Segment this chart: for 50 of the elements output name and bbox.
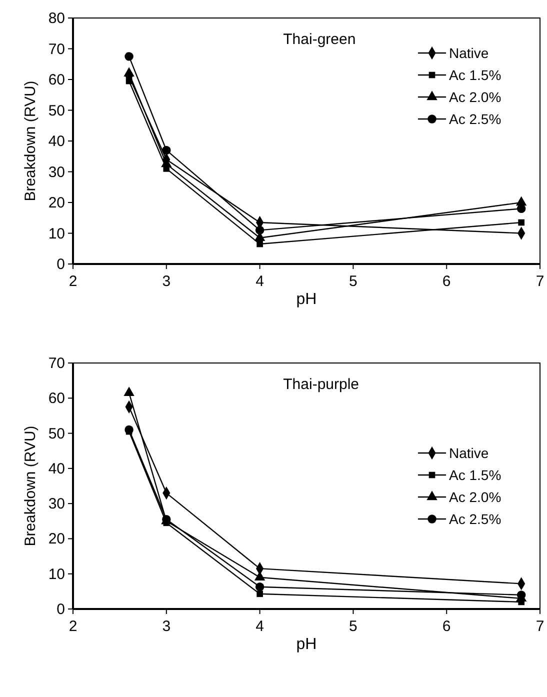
legend-label: Ac 1.5% [449, 67, 502, 83]
legend-label: Ac 2.5% [449, 111, 502, 127]
y-tick-label: 60 [48, 390, 65, 408]
y-tick-label: 80 [48, 10, 65, 27]
x-tick-label: 6 [442, 618, 451, 635]
y-tick-label: 40 [48, 460, 65, 478]
y-tick-label: 70 [48, 40, 65, 58]
legend-label: Ac 2.0% [449, 489, 502, 505]
point [255, 226, 264, 235]
y-axis-title: Breakdown (RVU) [22, 426, 39, 546]
x-tick-label: 5 [349, 618, 358, 635]
y-tick-label: 10 [48, 225, 65, 242]
point [518, 219, 524, 226]
y-axis-title: Breakdown (RVU) [22, 80, 39, 202]
y-tick-label: 50 [48, 102, 65, 120]
y-tick-label: 10 [48, 566, 65, 583]
y-tick-label: 50 [48, 425, 65, 442]
x-tick-label: 5 [349, 273, 358, 290]
x-tick-label: 2 [68, 618, 78, 635]
x-tick-label: 3 [162, 273, 171, 290]
y-tick-label: 20 [48, 530, 65, 548]
x-tick-label: 7 [536, 618, 544, 635]
x-tick-label: 4 [256, 618, 264, 635]
x-tick-label: 6 [442, 273, 451, 290]
y-tick-label: 30 [48, 496, 65, 513]
x-axis-title: pH [296, 291, 317, 308]
y-tick-label: 60 [48, 72, 65, 88]
x-tick-label: 2 [68, 273, 78, 290]
point [162, 146, 171, 155]
point [256, 240, 263, 248]
point [124, 52, 134, 61]
text: Thai-green [283, 31, 356, 48]
legend-label: Native [449, 45, 489, 61]
x-tick-label: 4 [256, 273, 264, 290]
y-tick-label: 0 [56, 256, 65, 273]
x-tick-label: 7 [536, 273, 544, 290]
x-tick-label: 3 [162, 618, 171, 635]
text: Thai-purple [283, 376, 360, 393]
legend-label: Ac 2.0% [449, 89, 502, 105]
point [256, 590, 263, 598]
y-tick-label: 20 [48, 194, 65, 212]
x-axis-title: pH [296, 636, 317, 653]
y-tick-label: 30 [48, 164, 65, 181]
legend-label: Ac 1.5% [449, 467, 502, 483]
y-tick-label: 40 [48, 133, 65, 150]
legend-label: Native [449, 445, 489, 461]
legend-label: Ac 2.5% [449, 511, 502, 527]
point [255, 582, 264, 592]
y-tick-label: 0 [56, 601, 65, 618]
y-tick-label: 70 [48, 355, 65, 372]
